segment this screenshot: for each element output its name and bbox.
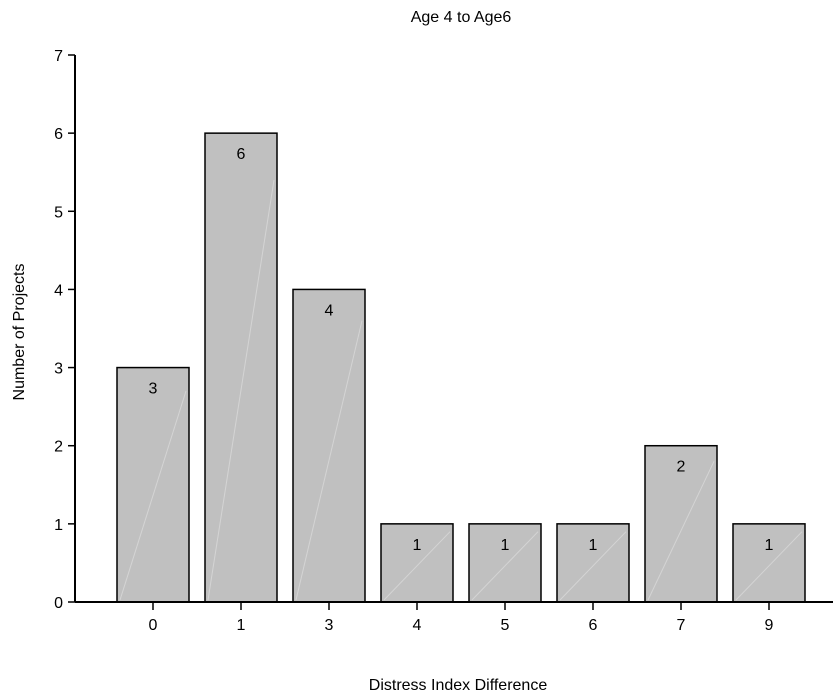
bar-data-label-4: 1 xyxy=(413,537,422,554)
y-tick-label-4: 4 xyxy=(54,282,63,299)
bars-group: 3 6 4 1 1 1 2 1 xyxy=(116,132,806,603)
bar-data-label-7: 2 xyxy=(677,459,686,476)
bar-5 xyxy=(468,523,542,603)
bar-3 xyxy=(292,288,366,603)
y-axis-title: Number of Projects xyxy=(11,264,28,401)
x-tick-label-0: 0 xyxy=(149,617,158,634)
bar-4 xyxy=(380,523,454,603)
x-tick-label-1: 1 xyxy=(237,617,246,634)
y-tick-label-3: 3 xyxy=(54,361,63,378)
x-tick-label-4: 4 xyxy=(413,617,422,634)
bar-shine-0 xyxy=(119,390,187,601)
bar-shine-5 xyxy=(471,531,539,601)
y-tick-label-7: 7 xyxy=(54,48,63,65)
y-tick-label-6: 6 xyxy=(54,126,63,143)
x-axis-ticks: 0 1 3 4 5 6 7 9 xyxy=(149,602,774,634)
bar-1 xyxy=(204,132,278,603)
y-tick-label-5: 5 xyxy=(54,204,63,221)
bar-shine-1 xyxy=(207,179,275,601)
y-tick-label-1: 1 xyxy=(54,517,63,534)
bar-data-label-3: 4 xyxy=(325,302,334,319)
x-tick-label-9: 9 xyxy=(765,617,774,634)
bar-6 xyxy=(556,523,630,603)
bar-shine-4 xyxy=(383,531,451,601)
y-tick-label-0: 0 xyxy=(54,595,63,612)
x-tick-label-7: 7 xyxy=(677,617,686,634)
bar-data-label-1: 6 xyxy=(237,146,246,163)
bar-shine-9 xyxy=(735,531,803,601)
bar-9 xyxy=(732,523,806,603)
bar-7 xyxy=(644,444,718,603)
bar-0 xyxy=(116,366,190,603)
chart-title: Age 4 to Age6 xyxy=(411,9,512,26)
x-tick-label-6: 6 xyxy=(589,617,598,634)
bar-data-label-6: 1 xyxy=(589,537,598,554)
x-axis-title: Distress Index Difference xyxy=(369,677,548,694)
y-axis-ticks: 0 1 2 3 4 5 6 7 xyxy=(54,48,75,612)
bar-data-label-9: 1 xyxy=(765,537,774,554)
bar-data-label-0: 3 xyxy=(149,381,158,398)
x-tick-label-5: 5 xyxy=(501,617,510,634)
bar-data-label-5: 1 xyxy=(501,537,510,554)
bar-shine-7 xyxy=(647,461,715,601)
y-tick-label-2: 2 xyxy=(54,439,63,456)
x-tick-label-3: 3 xyxy=(325,617,334,634)
bar-shine-6 xyxy=(559,531,627,601)
bar-shine-3 xyxy=(295,320,363,601)
